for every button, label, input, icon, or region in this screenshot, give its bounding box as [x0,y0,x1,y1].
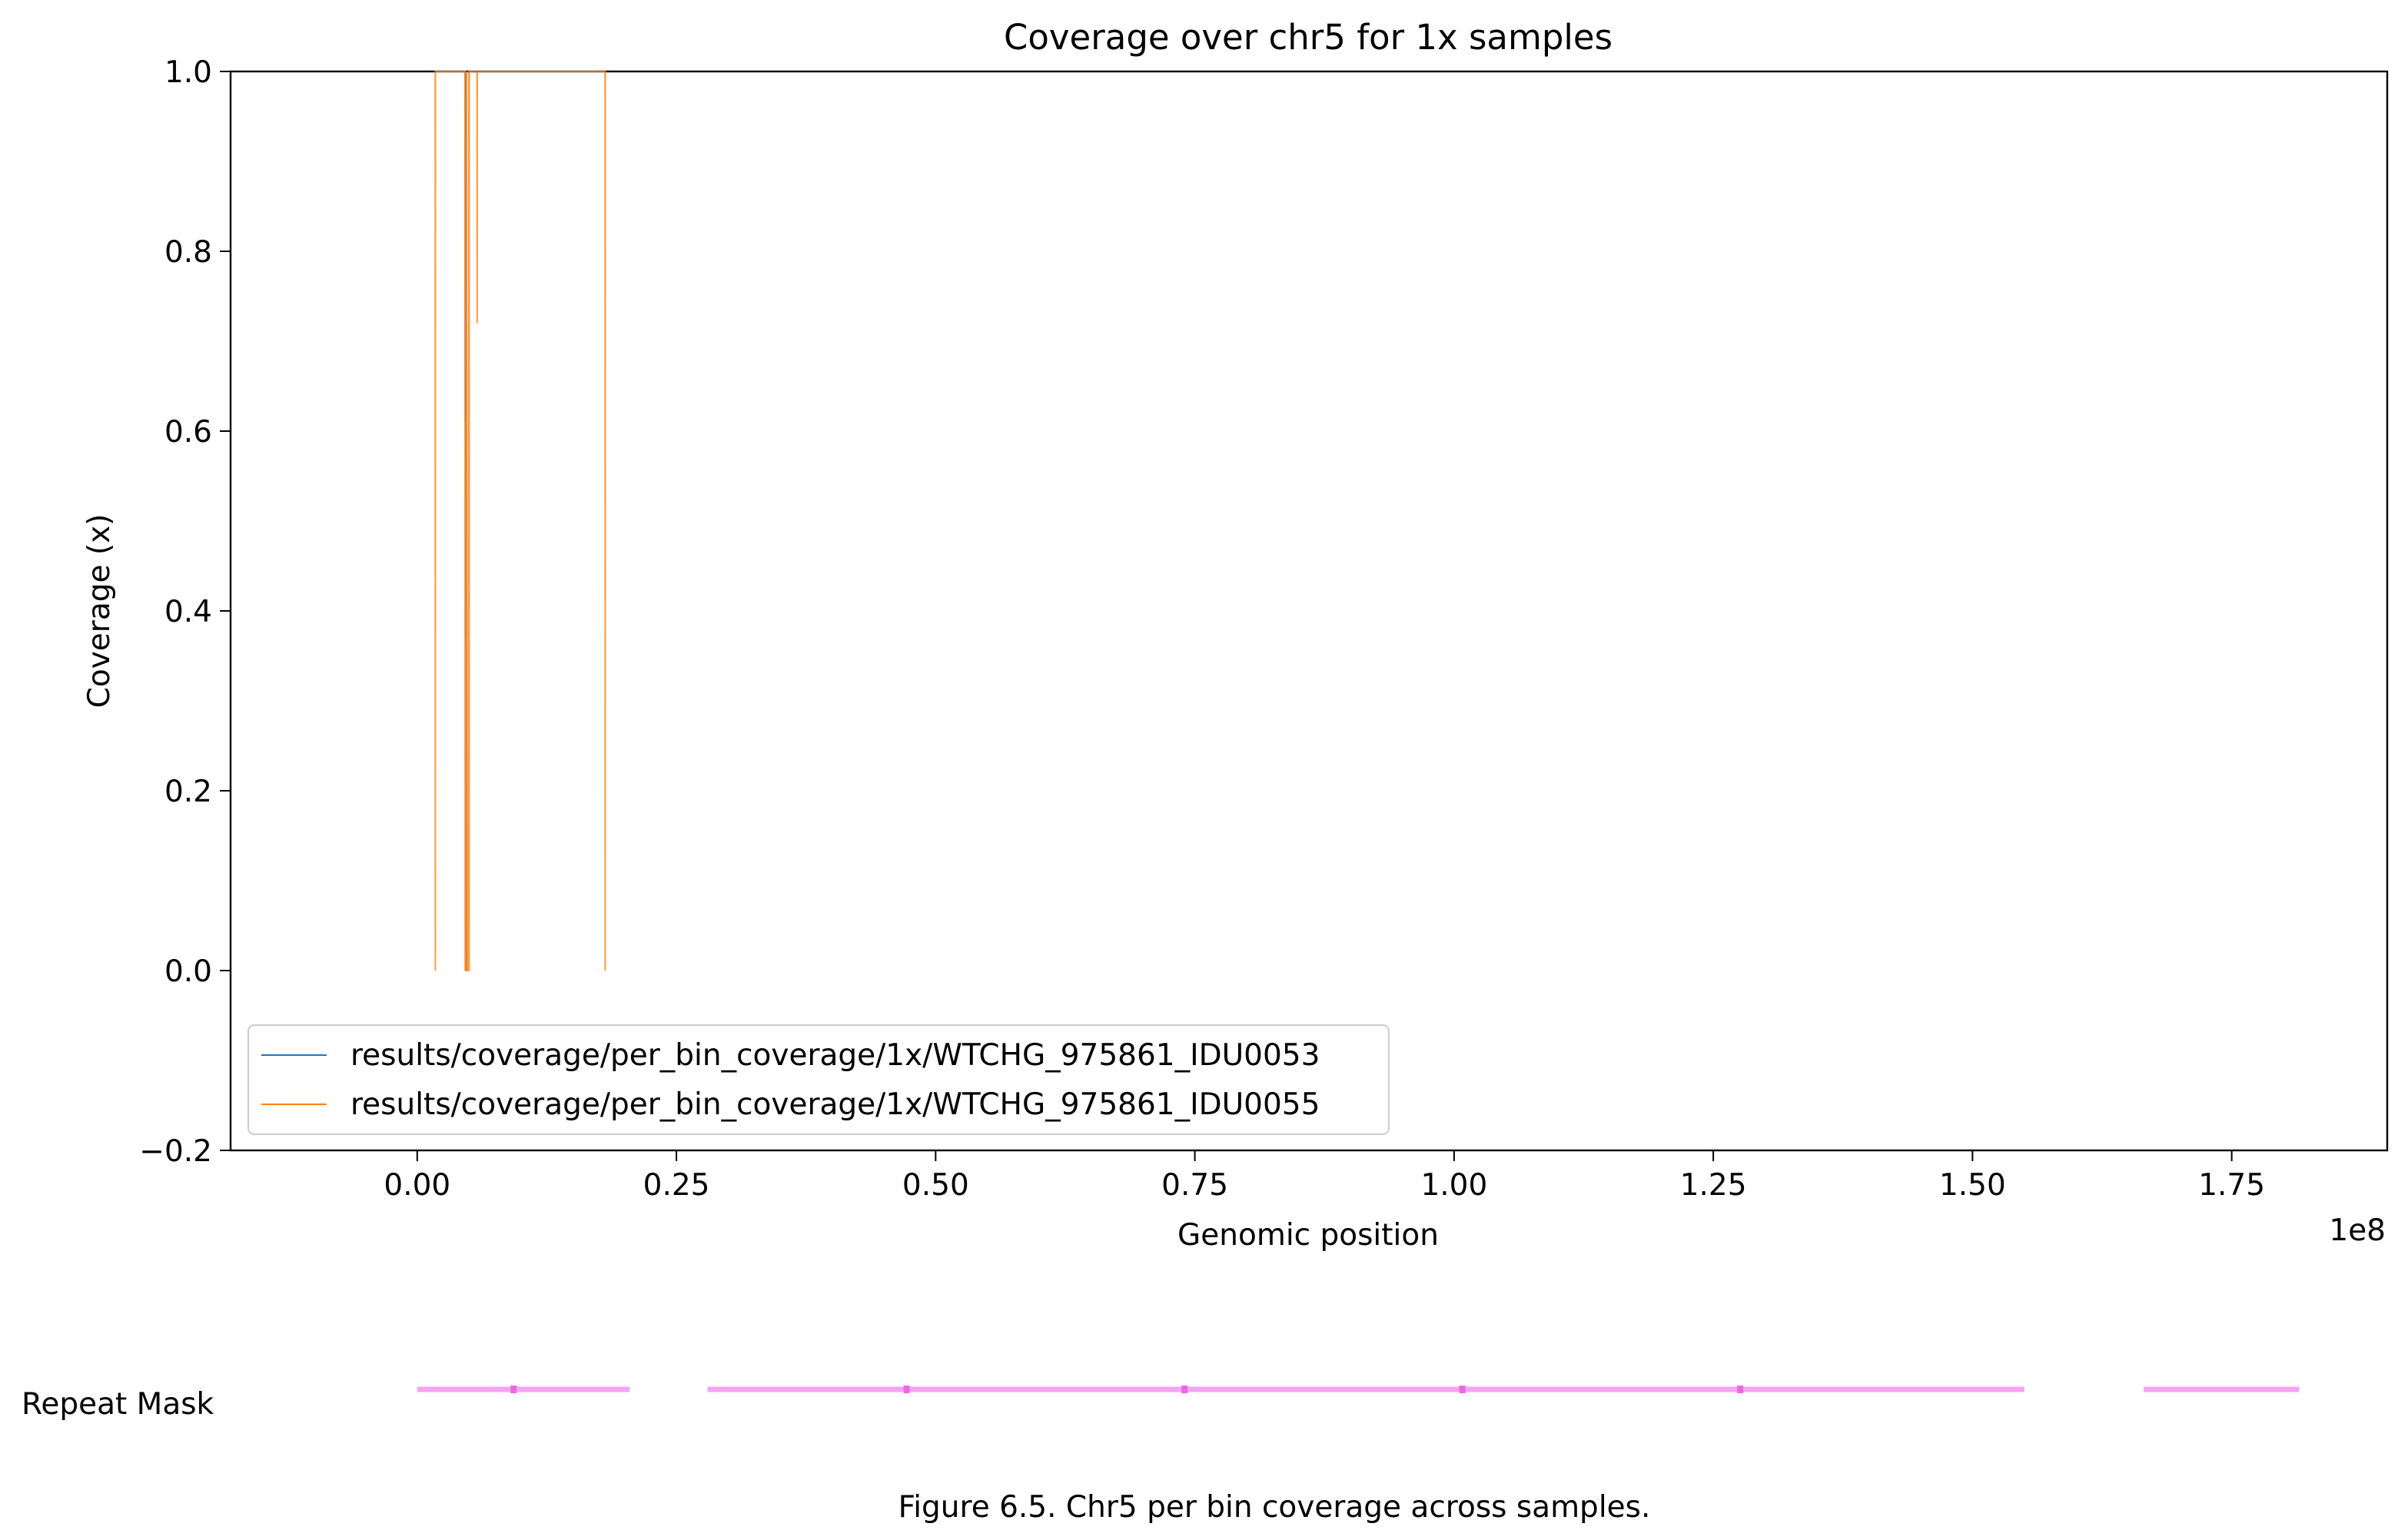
plot-frame [229,70,2389,1152]
repeat-mask-segments [417,1386,2300,1393]
x-tick-label: 1.00 [1420,1168,1487,1203]
y-tick-label: 0.2 [164,775,212,809]
y-tick-label: −0.2 [139,1134,212,1169]
x-tick-label: 1.25 [1680,1168,1747,1203]
y-tick-label: 0.4 [164,595,212,629]
repeat-mask-marker [1737,1386,1744,1393]
y-axis-ticks: −0.2 0.0 0.2 0.4 0.6 0.8 1.0 [139,55,231,1169]
repeat-mask-marker [510,1386,517,1393]
x-axis-offset-label: 1e8 [2329,1213,2386,1248]
x-tick-label: 0.00 [384,1168,450,1203]
y-tick-label: 0.8 [164,235,212,270]
repeat-mask-label: Repeat Mask [22,1387,214,1422]
legend-label-series-1: results/coverage/per_bin_coverage/1x/WTC… [350,1038,1320,1073]
x-axis-ticks: 0.00 0.25 0.50 0.75 1.00 1.25 1.50 1.75 [384,1150,2265,1203]
x-tick-label: 0.50 [902,1168,969,1203]
y-tick-label: 0.6 [164,415,212,450]
repeat-mask-track: Repeat Mask [22,1386,2300,1422]
legend: results/coverage/per_bin_coverage/1x/WTC… [247,1024,1390,1135]
x-tick-label: 0.25 [643,1168,710,1203]
repeat-mask-marker [903,1386,910,1393]
legend-label-series-2: results/coverage/per_bin_coverage/1x/WTC… [350,1087,1320,1122]
chart-title: Coverage over chr5 for 1x samples [1004,17,1613,58]
series-layer [434,71,606,971]
figure-caption: Figure 6.5. Chr5 per bin coverage across… [898,1490,1651,1525]
y-tick-label: 1.0 [164,55,212,90]
series-line-2 [434,71,606,971]
repeat-mask-marker [1181,1386,1188,1393]
plot-area: 0.00 0.25 0.50 0.75 1.00 1.25 1.50 1.75 −0.2 0.0… [139,55,2389,1203]
repeat-mask-marker [1459,1386,1466,1393]
y-axis-label: Coverage (x) [82,514,117,709]
legend-frame [247,1024,1390,1135]
y-tick-label: 0.0 [164,954,212,989]
x-axis-label: Genomic position [1177,1218,1439,1253]
x-tick-label: 1.50 [1939,1168,2006,1203]
x-tick-label: 0.75 [1161,1168,1228,1203]
x-tick-label: 1.75 [2198,1168,2265,1203]
